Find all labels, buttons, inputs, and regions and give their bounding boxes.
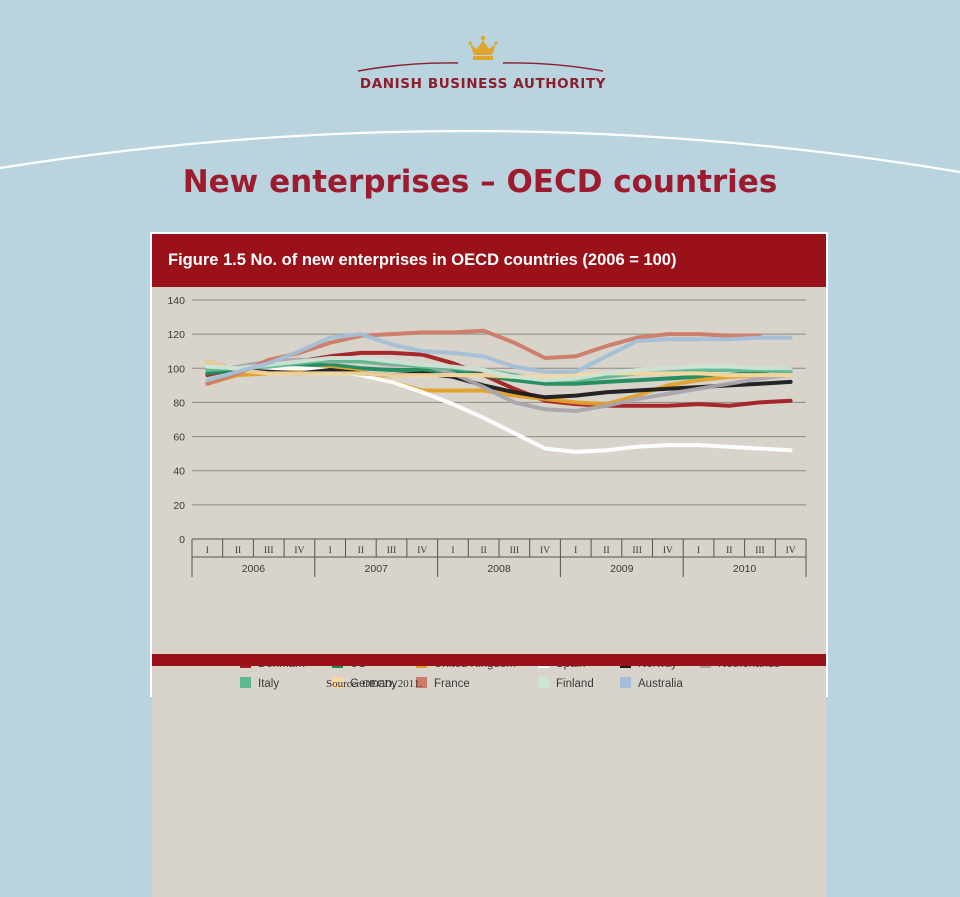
legend-swatch [332, 677, 343, 688]
legend-label: France [434, 678, 470, 690]
x-tick-label: IV [663, 546, 673, 556]
legend-label: Italy [258, 678, 280, 690]
brand-logo: Danish Business Authority [358, 34, 608, 92]
y-tick-label: 140 [167, 295, 185, 307]
y-tick-label: 120 [167, 329, 185, 341]
x-tick-label: II [480, 546, 486, 556]
x-tick-label: IV [417, 546, 427, 556]
legend-item-australia: Australia [620, 677, 683, 690]
series-line-australia [205, 332, 793, 383]
legend-swatch [538, 677, 549, 688]
x-tick-label: II [603, 546, 609, 556]
x-tick-label: I [697, 546, 700, 556]
x-tick-label: III [632, 546, 642, 556]
figure-source: Source: OECD, 2011. [326, 678, 423, 690]
legend-swatch [416, 677, 427, 688]
x-tick-label: IV [294, 546, 304, 556]
x-tick-label: II [358, 546, 364, 556]
x-tick-label: II [726, 546, 732, 556]
legend-swatch [620, 677, 631, 688]
y-tick-label: 40 [173, 466, 185, 478]
x-tick-label: I [329, 546, 332, 556]
legend-swatch [240, 677, 251, 688]
y-tick-label: 100 [167, 363, 185, 375]
legend-item-france: France [416, 677, 470, 690]
x-tick-label: I [206, 546, 209, 556]
series-line-germany [205, 359, 793, 379]
legend-label: Germany [350, 678, 398, 690]
x-tick-label: I [451, 546, 454, 556]
slide-title: New enterprises – OECD countries [182, 164, 778, 200]
brand-divider [358, 62, 603, 72]
figure-body: 0 20 40 60 80 100 120 140 I II III IV I II III IV I II III… [152, 287, 826, 897]
year-label: 2009 [610, 563, 634, 575]
x-tick-label: I [574, 546, 577, 556]
x-tick-label: III [510, 546, 519, 556]
figure-header: Figure 1.5 No. of new enterprises in OEC… [152, 234, 826, 287]
x-tick-label: III [264, 546, 274, 556]
legend-label: Finland [556, 678, 594, 690]
legend-label: Australia [638, 678, 683, 690]
year-label: 2007 [365, 563, 389, 575]
year-label: 2010 [733, 563, 757, 575]
legend-item-germany: Germany [332, 677, 397, 690]
year-label: 2008 [487, 563, 511, 575]
y-tick-label: 60 [173, 432, 185, 444]
legend-item-italy: Italy [240, 677, 279, 690]
crown-icon [468, 35, 498, 60]
series-line-finland [205, 356, 793, 383]
year-label: 2006 [242, 563, 266, 575]
x-tick-label: IV [540, 546, 550, 556]
y-tick-label: 20 [173, 500, 185, 512]
x-tick-label: III [755, 546, 765, 556]
x-tick-label: IV [786, 546, 796, 556]
y-tick-label: 0 [179, 534, 185, 546]
series-line-spain [205, 364, 793, 454]
figure-footer-bar [152, 654, 826, 666]
x-tick-label: III [387, 546, 397, 556]
figure-panel: Figure 1.5 No. of new enterprises in OEC… [150, 232, 828, 897]
brand-name: Danish Business Authority [359, 76, 607, 92]
x-tick-label: II [235, 546, 241, 556]
legend-item-finland: Finland [538, 677, 594, 690]
y-tick-label: 80 [173, 397, 185, 409]
